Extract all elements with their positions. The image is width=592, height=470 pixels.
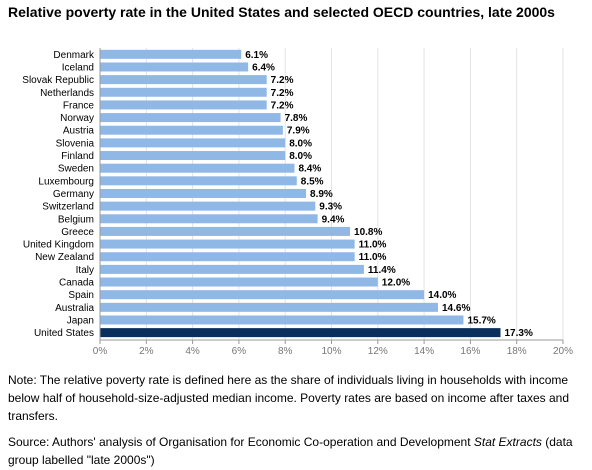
x-tick-label: 2% [139,346,154,357]
value-label: 7.2% [271,88,294,99]
category-label: Luxembourg [38,176,94,187]
value-label: 9.4% [322,214,345,225]
bar [100,277,378,287]
category-label: Switzerland [42,202,94,213]
bar [100,252,355,262]
category-label: Japan [67,315,94,326]
x-tick-label: 16% [460,346,480,357]
x-tick-label: 12% [368,346,388,357]
category-label: United Kingdom [23,240,94,251]
bar [100,163,295,173]
value-label: 7.2% [271,75,294,86]
category-label: Netherlands [40,88,94,99]
category-label: Iceland [62,62,94,73]
bar [100,214,318,224]
value-label: 7.2% [271,100,294,111]
category-label: Norway [60,113,94,124]
value-labels: 6.1%6.4%7.2%7.2%7.2%7.8%7.9%8.0%8.0%8.4%… [245,50,533,339]
bar [100,328,501,338]
bar [100,87,267,97]
x-tick-label: 4% [185,346,200,357]
bar [100,201,316,211]
bar [100,302,438,312]
x-axis: 0% 2% 4% 6% 8% 10% 12% 14% 16% 18% 20% [93,48,573,357]
value-label: 11.4% [368,265,396,276]
category-label: Canada [59,278,94,289]
x-tick-label: 20% [553,346,573,357]
value-label: 7.9% [287,126,310,137]
category-label: Italy [76,265,94,276]
bar [100,226,351,236]
category-label: Australia [55,303,94,314]
chart-source: Source: Authors' analysis of Organisatio… [8,433,582,469]
value-label: 9.3% [319,202,342,213]
bars [100,49,501,338]
value-label: 8.0% [289,151,312,162]
chart-title: Relative poverty rate in the United Stat… [8,4,555,20]
source-text-end: (data group labelled "late 2000s") [8,435,573,467]
bar [100,151,286,161]
bar [100,239,355,249]
value-label: 6.4% [252,62,275,73]
value-label: 11.0% [359,252,387,263]
bar [100,264,364,274]
bar [100,62,249,72]
x-tick-label: 10% [321,346,341,357]
x-tick-label: 8% [278,346,293,357]
category-label: Greece [61,227,94,238]
x-tick-label: 18% [507,346,527,357]
category-label: Austria [63,126,95,137]
category-label: Belgium [58,214,94,225]
value-label: 14.0% [428,290,456,301]
bar [100,113,281,123]
bar [100,315,464,325]
source-italic: Stat Extracts [473,435,542,449]
bar [100,176,297,186]
value-label: 11.0% [359,240,387,251]
value-label: 6.1% [245,50,268,61]
bar [100,125,283,135]
value-label: 8.0% [289,138,312,149]
value-label: 17.3% [504,328,532,339]
bar [100,138,286,148]
category-label: France [63,100,95,111]
bar [100,188,307,198]
source-text: Source: Authors' analysis of Organisatio… [8,435,474,449]
category-label: United States [34,328,94,339]
category-label: Sweden [58,164,94,175]
category-label: Germany [53,189,94,200]
category-label: Slovak Republic [22,75,94,86]
value-label: 15.7% [467,315,495,326]
value-label: 8.9% [310,189,333,200]
x-tick-label: 6% [232,346,247,357]
category-label: Finland [61,151,94,162]
value-label: 10.8% [354,227,382,238]
bar [100,290,425,300]
value-label: 14.6% [442,303,470,314]
value-label: 12.0% [382,278,410,289]
bar [100,49,242,59]
bar [100,100,267,110]
category-label: Slovenia [56,138,95,149]
value-label: 8.5% [301,176,324,187]
category-label: New Zealand [35,252,94,263]
chart-note: Note: The relative poverty rate is defin… [8,373,569,423]
category-label: Spain [68,290,94,301]
bar [100,75,267,85]
x-tick-label: 0% [93,346,108,357]
category-label: Denmark [53,50,95,61]
value-label: 8.4% [298,164,321,175]
value-label: 7.8% [285,113,308,124]
x-tick-label: 14% [414,346,434,357]
